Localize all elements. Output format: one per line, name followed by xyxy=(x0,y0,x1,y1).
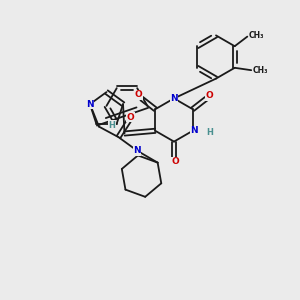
Text: O: O xyxy=(205,91,213,100)
Text: H: H xyxy=(109,121,115,130)
Text: O: O xyxy=(127,112,134,122)
Text: N: N xyxy=(170,94,178,103)
Text: H: H xyxy=(206,128,213,137)
Text: N: N xyxy=(190,126,198,135)
Text: N: N xyxy=(86,100,94,109)
Text: N: N xyxy=(133,146,141,155)
Text: O: O xyxy=(134,90,142,99)
Text: CH₃: CH₃ xyxy=(248,31,264,40)
Text: CH₃: CH₃ xyxy=(252,66,268,75)
Text: O: O xyxy=(172,157,179,166)
